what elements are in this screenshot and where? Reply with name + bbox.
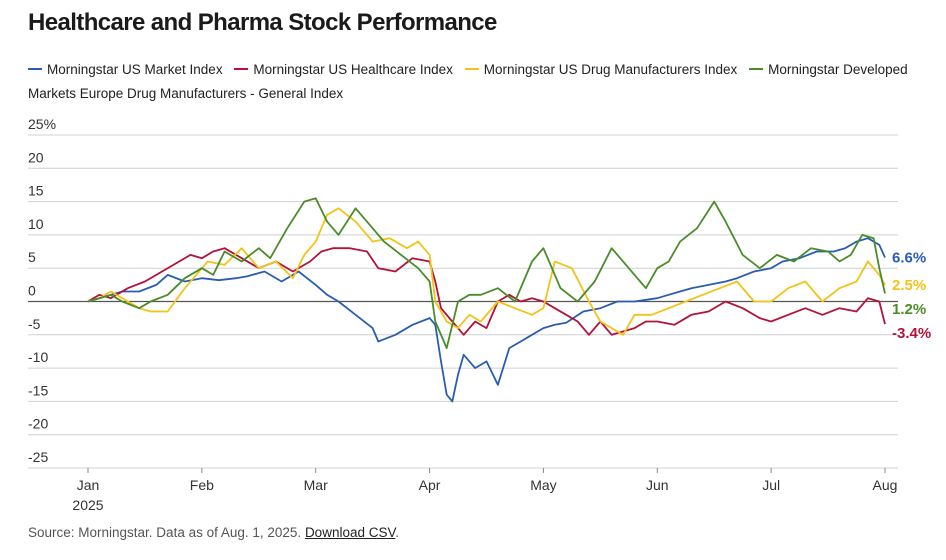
y-tick-label: -25 bbox=[28, 449, 48, 465]
legend-label-us-drug-manufacturers: Morningstar US Drug Manufacturers Index bbox=[483, 62, 738, 77]
y-tick-label: 10 bbox=[28, 216, 44, 232]
legend-item-europe-drug-manufacturers: Morningstar Developed Markets Europe Dru… bbox=[28, 62, 908, 101]
legend-swatch-us-market bbox=[28, 68, 42, 71]
grid-layer: 25% 20 15 10 5 0 -5 -10 -15 -20 -25 bbox=[28, 116, 898, 469]
download-csv-link[interactable]: Download CSV bbox=[304, 525, 396, 540]
end-label-0: 6.6% bbox=[892, 250, 926, 267]
y-tick-label: -20 bbox=[28, 416, 48, 432]
series-line-2 bbox=[87, 207, 886, 336]
x-axis: Jan Feb Mar Apr May Jun Jul Aug 2025 bbox=[72, 468, 897, 513]
y-tick-label: -10 bbox=[28, 349, 48, 365]
legend-item-us-market: Morningstar US Market Index bbox=[28, 62, 223, 77]
end-label-2: 2.5% bbox=[892, 277, 926, 294]
chart-title: Healthcare and Pharma Stock Performance bbox=[28, 9, 497, 36]
x-year-label: 2025 bbox=[72, 497, 103, 513]
end-labels: 6.6% 2.5% 1.2% -3.4% bbox=[892, 250, 931, 342]
legend-label-europe-drug-manufacturers: Morningstar Developed Markets Europe Dru… bbox=[28, 62, 908, 101]
x-tick-label: Jul bbox=[762, 477, 780, 493]
legend-label-us-healthcare: Morningstar US Healthcare Index bbox=[253, 62, 453, 77]
legend-swatch-us-healthcare bbox=[234, 68, 249, 71]
line-chart: 25% 20 15 10 5 0 -5 -10 -15 -20 -25 Jan Feb Mar Apr Ma… bbox=[28, 116, 931, 513]
series-line-0 bbox=[87, 237, 886, 403]
series-line-1 bbox=[87, 247, 886, 336]
legend-swatch-us-drug-manufacturers bbox=[464, 68, 479, 71]
y-tick-label: 20 bbox=[28, 149, 44, 165]
x-tick-label: Mar bbox=[304, 477, 328, 493]
source-note: Source: Morningstar. Data as of Aug. 1, … bbox=[28, 525, 399, 540]
y-tick-label: 0 bbox=[28, 283, 36, 299]
legend-label-us-market: Morningstar US Market Index bbox=[47, 62, 223, 77]
x-tick-label: Apr bbox=[419, 477, 441, 493]
x-tick-label: Jun bbox=[646, 477, 669, 493]
series-layer bbox=[87, 197, 886, 403]
y-tick-label: 15 bbox=[28, 183, 44, 199]
series-line-3 bbox=[87, 197, 886, 349]
legend-swatch-europe-drug-manufacturers bbox=[749, 68, 764, 71]
legend-item-us-drug-manufacturers: Morningstar US Drug Manufacturers Index bbox=[464, 62, 738, 77]
end-label-1: -3.4% bbox=[892, 325, 931, 342]
x-tick-label: Aug bbox=[873, 477, 898, 493]
y-tick-label: -5 bbox=[28, 316, 41, 332]
x-tick-label: May bbox=[530, 477, 556, 493]
y-tick-label: 25% bbox=[28, 116, 56, 132]
y-tick-label: -15 bbox=[28, 382, 48, 398]
source-suffix: . bbox=[395, 525, 400, 540]
x-tick-label: Jan bbox=[77, 477, 100, 493]
y-tick-label: 5 bbox=[28, 249, 36, 265]
end-label-3: 1.2% bbox=[892, 301, 926, 318]
legend-item-us-healthcare: Morningstar US Healthcare Index bbox=[234, 62, 453, 77]
x-tick-label: Feb bbox=[190, 477, 214, 493]
chart-legend: Morningstar US Market Index Morningstar … bbox=[28, 58, 938, 106]
source-text: Source: Morningstar. Data as of Aug. 1, … bbox=[28, 525, 302, 540]
